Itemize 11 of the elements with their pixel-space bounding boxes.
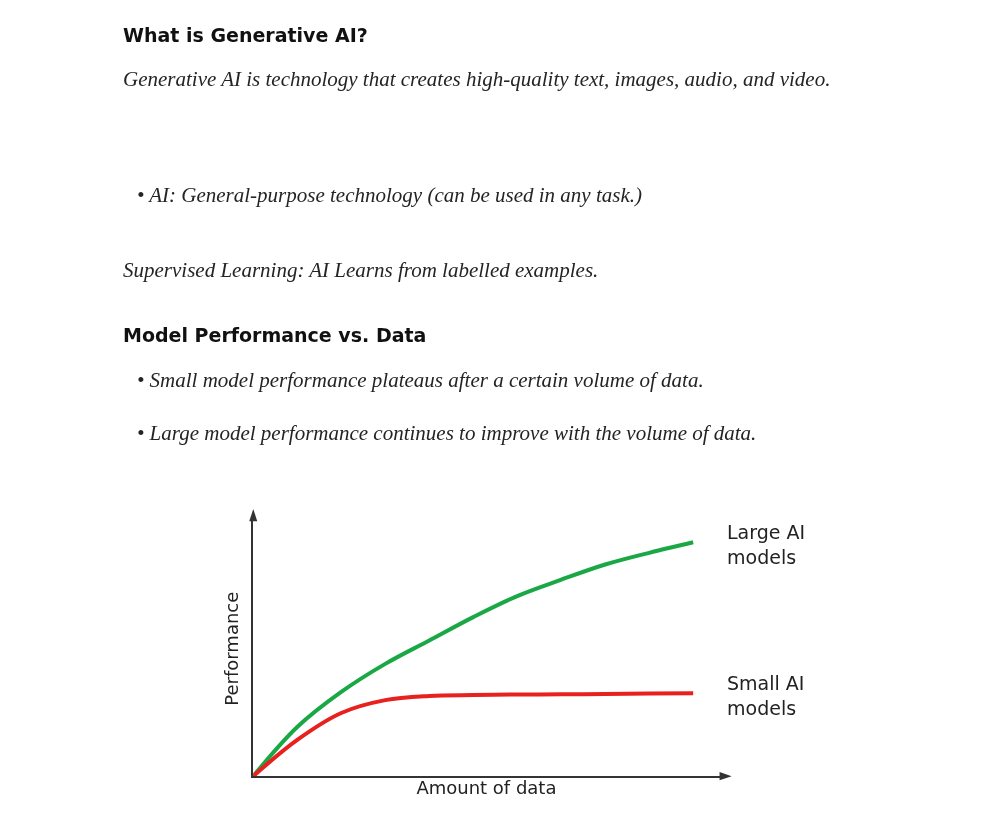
y-axis-title: Performance (221, 591, 243, 706)
series-label: Small AI models (727, 672, 805, 719)
text: Supervised Learning: AI Learns from labelled examples. (123, 258, 599, 282)
x-axis-title: Amount of data (416, 776, 557, 798)
chart-title: What is Generative AI? (123, 24, 368, 46)
text: • AI: General-purpose technology (can be used in any task.) (137, 183, 642, 207)
series-label: Large AI models (727, 521, 806, 568)
text: • Large model performance continues to improve with the volume of data. (137, 421, 757, 445)
chart-subtitle: Model Performance vs. Data (123, 324, 427, 346)
text: Generative AI is technology that creates high-quality text, images, audio, and video. (123, 67, 831, 91)
text: • Small model performance plateaus after a certain volume of data. (137, 368, 704, 392)
